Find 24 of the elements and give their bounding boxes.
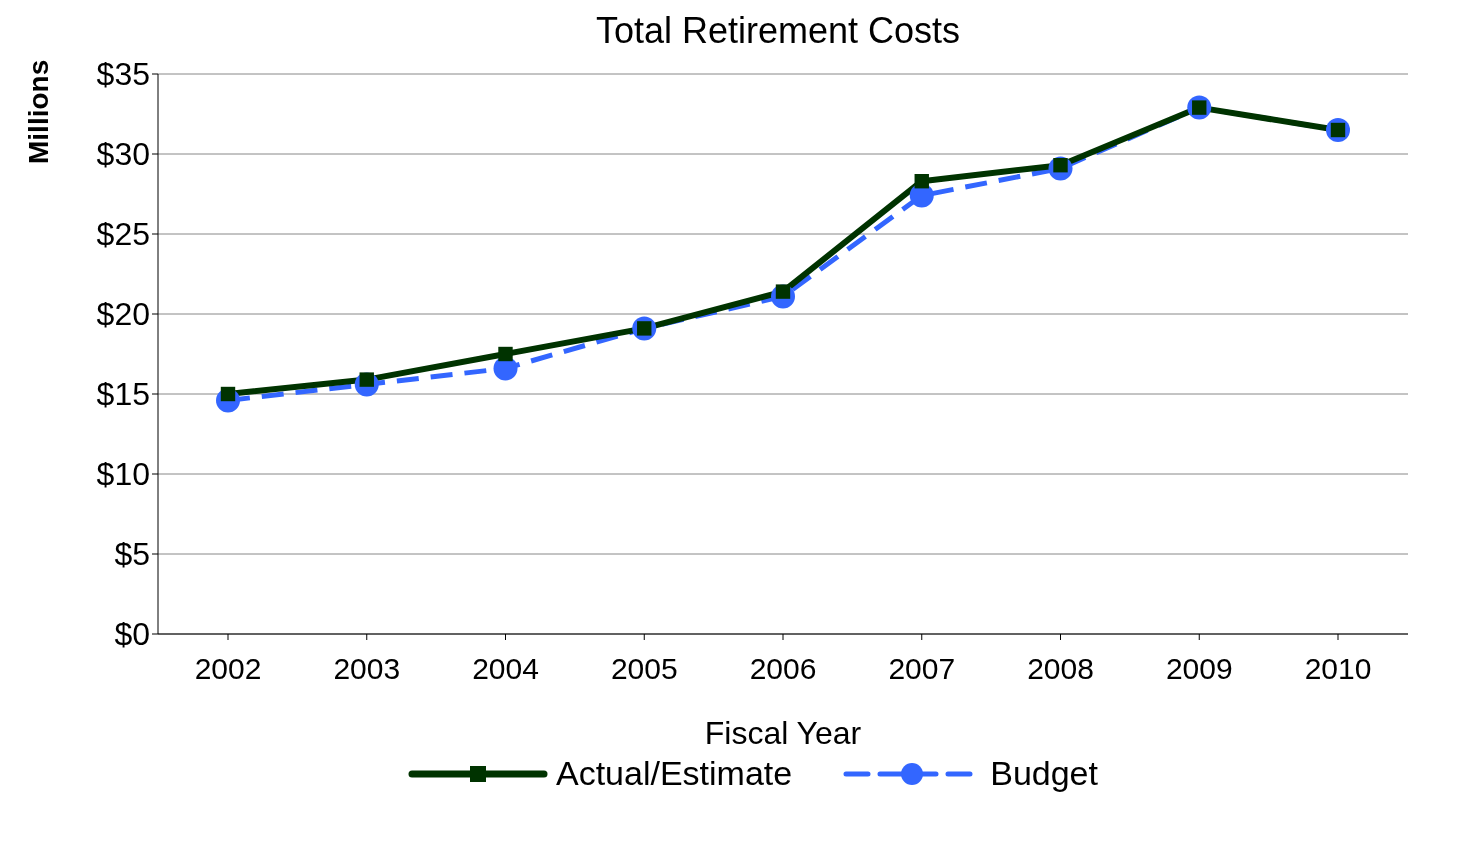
y-tick-label: $20 bbox=[96, 296, 150, 333]
legend-label: Actual/Estimate bbox=[555, 754, 793, 793]
point bbox=[498, 346, 513, 362]
chart-title: Total Retirement Costs bbox=[594, 9, 962, 53]
x-tick-label: 2002 bbox=[194, 652, 262, 686]
x-tick-label: 2009 bbox=[1165, 652, 1233, 686]
x-tick-label: 2010 bbox=[1304, 652, 1372, 686]
legend-label: Budget bbox=[989, 754, 1098, 793]
y-tick-label: $10 bbox=[96, 456, 150, 493]
x-tick-label: 2008 bbox=[1027, 652, 1094, 686]
y-tick-label: $0 bbox=[114, 616, 150, 653]
x-tick-label: 2007 bbox=[888, 652, 956, 686]
y-tick-label: $30 bbox=[96, 136, 150, 173]
point bbox=[914, 174, 929, 189]
x-tick-label: 2005 bbox=[610, 652, 678, 686]
y-axis-title: Millions bbox=[22, 59, 54, 164]
x-tick-label: 2003 bbox=[333, 652, 401, 686]
x-tick-label: 2004 bbox=[472, 652, 539, 686]
y-tick-label: $15 bbox=[96, 376, 150, 413]
y-tick-label: $25 bbox=[96, 216, 150, 253]
y-tick-label: $5 bbox=[114, 536, 150, 573]
x-axis-title: Fiscal Year bbox=[704, 715, 862, 751]
x-tick-label: 2006 bbox=[749, 652, 817, 686]
y-tick-label: $35 bbox=[96, 56, 150, 93]
